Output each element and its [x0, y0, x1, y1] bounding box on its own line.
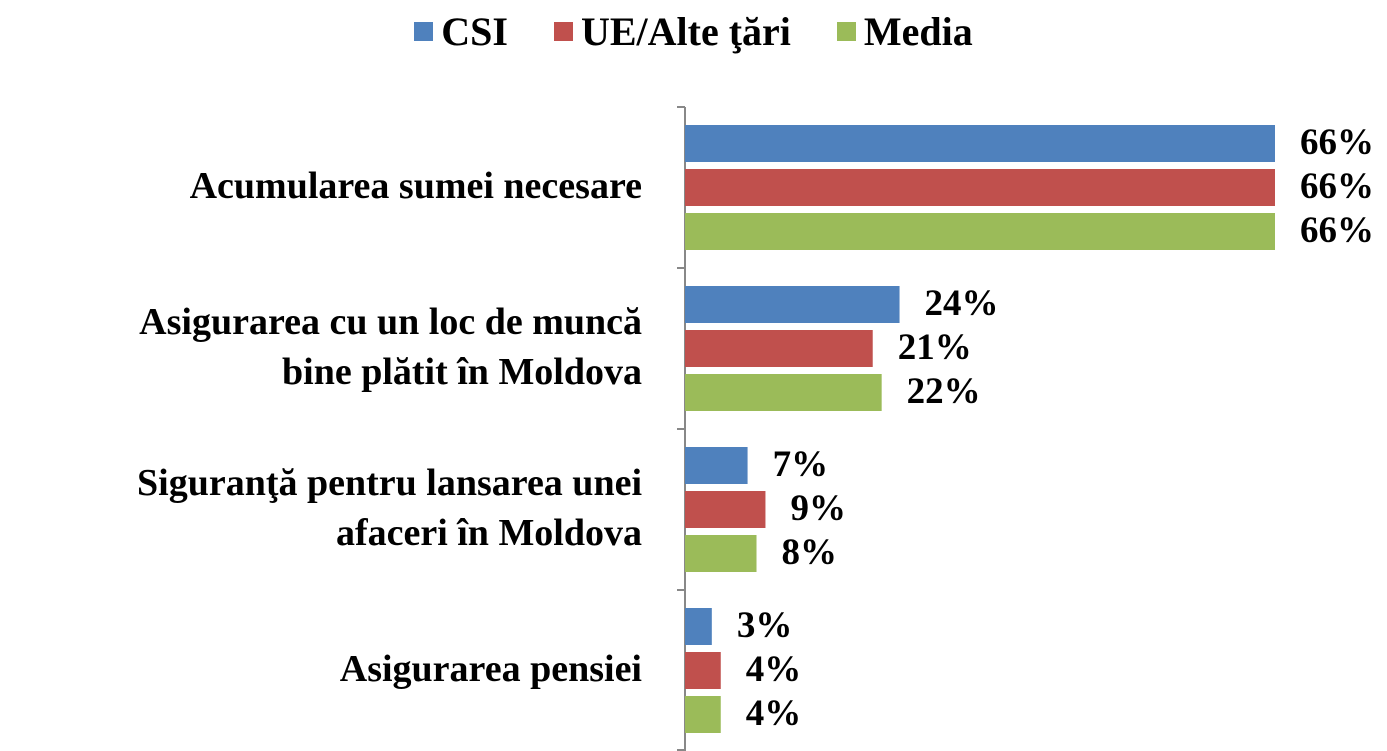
data-label: 66% — [1300, 166, 1374, 207]
bar — [685, 213, 1275, 250]
bar — [685, 286, 900, 323]
category-label: Siguranţă pentru lansarea unei afaceri î… — [137, 462, 642, 554]
data-label: 4% — [746, 693, 802, 734]
data-label: 7% — [773, 444, 829, 485]
bar — [685, 169, 1275, 206]
legend-swatch — [836, 22, 856, 41]
legend-label: Media — [863, 9, 973, 54]
data-label: 8% — [782, 532, 838, 573]
category-label: Asigurarea pensiei — [339, 648, 642, 690]
legend-item: CSI — [414, 8, 508, 55]
legend-item: Media — [836, 8, 973, 55]
data-label: 24% — [925, 283, 999, 324]
bar — [685, 696, 721, 733]
legend: CSI UE/Alte ţări Media — [0, 8, 1387, 55]
bar — [685, 491, 766, 528]
data-label: 21% — [898, 327, 972, 368]
legend-label: CSI — [441, 9, 508, 54]
legend-swatch — [553, 22, 573, 41]
data-label: 66% — [1300, 122, 1374, 163]
bar — [685, 608, 712, 645]
bar — [685, 125, 1275, 162]
bar — [685, 330, 873, 367]
category-label: Asigurarea cu un loc de muncă bine plăti… — [139, 301, 642, 393]
data-label: 22% — [907, 371, 981, 412]
data-label: 9% — [790, 488, 846, 529]
bar — [685, 535, 757, 572]
category-label: Acumularea sumei necesare — [189, 165, 642, 207]
legend-item: UE/Alte ţări — [553, 8, 791, 55]
legend-label: UE/Alte ţări — [580, 9, 791, 54]
data-label: 4% — [746, 649, 802, 690]
legend-swatch — [414, 22, 434, 41]
bar — [685, 374, 882, 411]
data-label: 66% — [1300, 210, 1374, 251]
data-label: 3% — [737, 605, 793, 646]
bar — [685, 447, 748, 484]
bar — [685, 652, 721, 689]
